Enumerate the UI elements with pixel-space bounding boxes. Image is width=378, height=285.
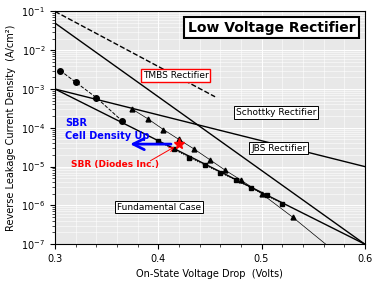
Text: JBS Rectifier: JBS Rectifier (251, 144, 307, 152)
X-axis label: On-State Voltage Drop  (Volts): On-State Voltage Drop (Volts) (136, 269, 284, 280)
Y-axis label: Reverse Leakage Current Density  (A/cm²): Reverse Leakage Current Density (A/cm²) (6, 25, 15, 231)
Text: Schottky Rectifier: Schottky Rectifier (236, 108, 316, 117)
Text: TMBS Rectifier: TMBS Rectifier (143, 71, 209, 80)
Text: Fundamental Case: Fundamental Case (117, 203, 201, 212)
Text: SBR
Cell Density Up: SBR Cell Density Up (65, 118, 150, 141)
Text: Low Voltage Rectifier: Low Voltage Rectifier (188, 21, 356, 35)
Text: SBR (Diodes Inc.): SBR (Diodes Inc.) (71, 160, 158, 170)
